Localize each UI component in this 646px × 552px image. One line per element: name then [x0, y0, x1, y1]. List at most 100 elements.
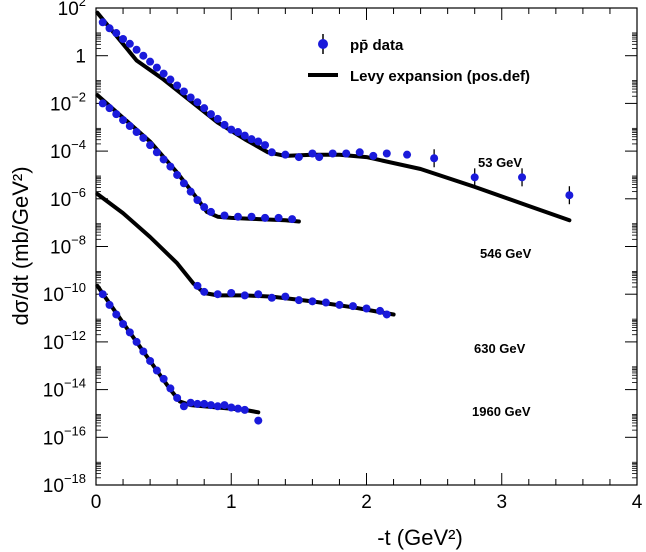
y-tick-label: 102: [58, 0, 86, 20]
data-point: [206, 207, 215, 216]
data-point: [247, 135, 256, 144]
data-point: [240, 405, 249, 414]
data-point: [315, 153, 324, 162]
axis-ticks: 0 1 2 3 4 102 1 10−2 10−4 10−6 10−8 10−10 10−12 10−14…: [43, 0, 643, 513]
data-point: [261, 141, 270, 150]
data-point: [159, 69, 168, 78]
data-point: [267, 293, 276, 302]
data-point: [281, 292, 290, 301]
energy-label-2: 630 GeV: [474, 341, 526, 356]
data-point: [261, 213, 270, 222]
data-point: [173, 81, 182, 90]
data-point: [227, 289, 236, 298]
y-tick-label: 10−6: [50, 185, 86, 211]
fit-curve-2: [95, 192, 396, 317]
legend-data-marker: [318, 39, 328, 49]
x-axis-title: -t (GeV²): [377, 525, 463, 550]
data-point: [132, 337, 141, 346]
data-point: [159, 155, 168, 164]
data-point: [227, 125, 236, 134]
legend-data-label: pp̄ data: [350, 37, 404, 54]
data-point: [186, 398, 195, 407]
data-point: [98, 290, 107, 299]
data-point: [112, 310, 121, 319]
data-point: [321, 298, 330, 307]
data-point: [382, 310, 391, 319]
data-point: [179, 179, 188, 188]
data-point: [166, 384, 175, 393]
data-point: [105, 104, 114, 113]
data-point: [193, 399, 202, 408]
y-tick-label: 10−2: [50, 89, 86, 115]
data-point: [382, 149, 391, 158]
data-point: [206, 401, 215, 410]
y-tick-label: 10−8: [50, 233, 86, 259]
energy-label-0: 53 GeV: [478, 155, 522, 170]
y-tick-label: 1: [75, 47, 86, 68]
data-point: [213, 114, 222, 123]
data-point: [213, 402, 222, 411]
data-point: [355, 148, 364, 157]
data-point: [362, 304, 371, 313]
data-point: [112, 29, 121, 38]
data-point: [112, 110, 121, 119]
energy-label-3: 1960 GeV: [472, 404, 531, 419]
data-point: [119, 35, 128, 44]
data-point: [139, 347, 148, 356]
data-point: [294, 296, 303, 305]
data-point: [193, 281, 202, 290]
data-point: [125, 39, 134, 48]
data-point: [200, 104, 209, 113]
data-point: [206, 110, 215, 119]
x-tick-label: 3: [496, 492, 507, 513]
data-point: [220, 401, 229, 410]
legend-fit-label: Levy expansion (pos.def): [350, 68, 530, 85]
y-tick-label: 10−10: [43, 280, 86, 306]
data-point: [186, 187, 195, 196]
data-point: [308, 297, 317, 306]
data-point: [274, 213, 283, 222]
data-point: [254, 290, 263, 299]
data-point: [220, 120, 229, 129]
data-point: [173, 170, 182, 179]
data-point: [240, 131, 249, 140]
data-point: [342, 149, 351, 158]
data-point: [335, 300, 344, 309]
data-point: [281, 150, 290, 159]
x-tick-label: 4: [632, 492, 643, 513]
data-point: [294, 153, 303, 162]
data-point: [193, 98, 202, 107]
data-point: [105, 24, 114, 33]
data-point: [166, 75, 175, 84]
y-tick-label: 10−4: [50, 137, 86, 163]
data-point: [369, 151, 378, 160]
data-point: [348, 302, 357, 311]
data-point: [240, 291, 249, 300]
data-point: [173, 393, 182, 402]
data-point: [234, 404, 243, 413]
data-point: [125, 122, 134, 131]
data-point: [166, 162, 175, 171]
data-point: [152, 366, 161, 375]
data-point: [105, 300, 114, 309]
data-point: [125, 328, 134, 337]
data-point: [139, 51, 148, 60]
data-point: [288, 215, 297, 224]
legend: pp̄ data Levy expansion (pos.def): [308, 34, 530, 85]
data-point: [119, 116, 128, 125]
x-tick-label: 2: [361, 492, 372, 513]
data-point: [152, 148, 161, 157]
data-point: [308, 149, 317, 158]
data-point: [470, 173, 479, 182]
data-point: [254, 137, 263, 146]
data-point: [139, 133, 148, 142]
data-point: [200, 287, 209, 296]
data-point: [565, 191, 574, 200]
data-point: [179, 87, 188, 96]
data-point: [376, 306, 385, 315]
data-point: [518, 173, 527, 182]
fit-curve-0: [95, 10, 572, 223]
data-point: [220, 211, 229, 220]
data-point: [119, 320, 128, 329]
